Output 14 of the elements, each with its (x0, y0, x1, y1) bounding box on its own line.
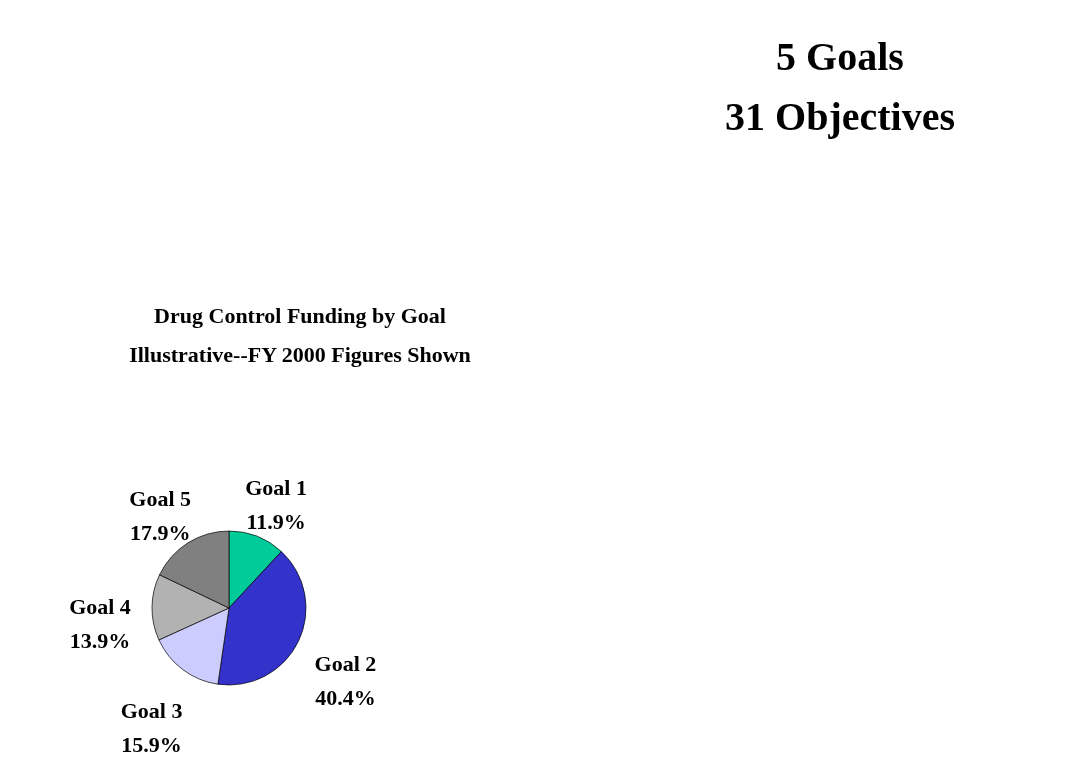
text: 31 Objectives (725, 94, 955, 139)
slice-label: Goal 4 (69, 593, 131, 619)
chart-subtitle: Illustrative--FY 2000 Figures Shown (129, 342, 471, 367)
data-label: 40.4% (315, 684, 376, 710)
slice-label: Goal 2 (314, 650, 377, 676)
data-label: 17.9% (129, 519, 191, 545)
chart-title: Drug Control Funding by Goal (154, 303, 446, 328)
data-label: 13.9% (69, 627, 131, 653)
slice-label: Goal 5 (129, 485, 192, 511)
data-label: 11.9% (246, 508, 306, 534)
slice-label: Goal 3 (120, 698, 183, 724)
data-label: 15.9% (121, 732, 182, 758)
slice-label: Goal 1 (245, 474, 307, 500)
text: 5 Goals (776, 34, 904, 79)
